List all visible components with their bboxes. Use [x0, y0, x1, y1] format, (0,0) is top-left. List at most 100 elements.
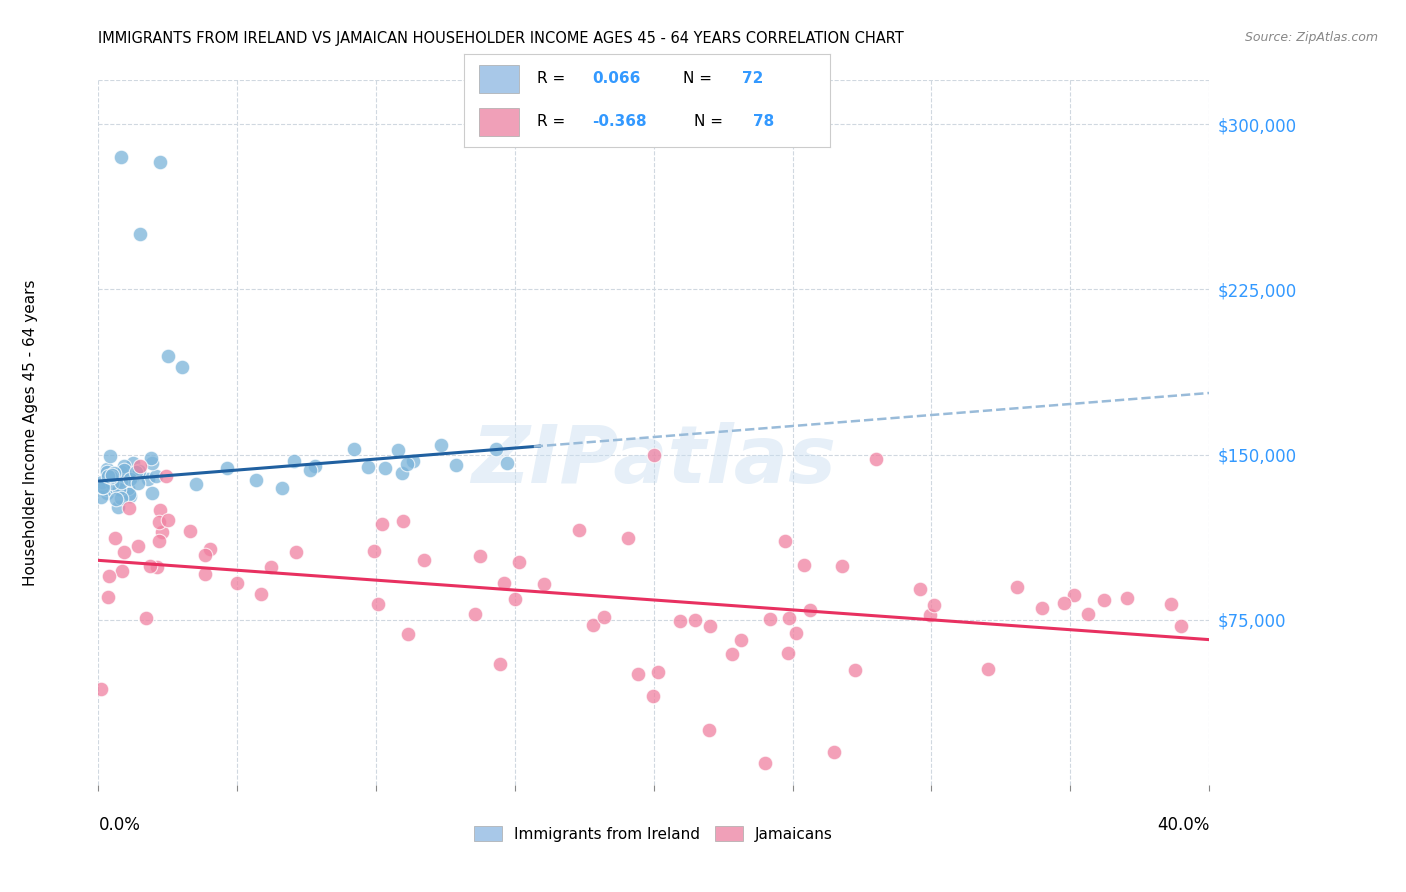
Point [107, 474, 129, 488]
Point [1063, 588, 1085, 602]
Point [496, 456, 519, 470]
Point [141, 456, 163, 470]
Point [778, 611, 800, 625]
Point [977, 662, 1000, 676]
Point [96, 474, 118, 488]
Point [391, 466, 413, 480]
Point [371, 516, 394, 531]
Point [643, 448, 665, 462]
Point [430, 438, 453, 452]
Legend: Immigrants from Ireland, Jamaicans: Immigrants from Ireland, Jamaicans [468, 820, 839, 847]
Point [1077, 607, 1099, 622]
Point [122, 467, 145, 482]
Point [494, 575, 516, 590]
Text: R =: R = [537, 71, 571, 87]
Point [396, 458, 419, 472]
Point [110, 474, 132, 488]
Text: ZIPatlas: ZIPatlas [471, 422, 837, 500]
Point [111, 474, 134, 488]
Point [118, 472, 141, 486]
Point [96, 483, 118, 497]
FancyBboxPatch shape [478, 108, 519, 136]
Point [304, 459, 326, 474]
Point [148, 534, 170, 549]
Point [127, 539, 149, 553]
Point [96, 465, 118, 479]
Point [641, 689, 664, 703]
Point [91, 475, 114, 489]
Text: Householder Income Ages 45 - 64 years: Householder Income Ages 45 - 64 years [24, 279, 38, 586]
Point [1053, 596, 1076, 610]
Point [112, 459, 135, 474]
FancyBboxPatch shape [478, 65, 519, 93]
Point [245, 473, 267, 487]
Point [105, 491, 128, 506]
Text: N =: N = [683, 71, 717, 87]
Point [96, 476, 118, 491]
Text: IMMIGRANTS FROM IRELAND VS JAMAICAN HOUSEHOLDER INCOME AGES 45 - 64 YEARS CORREL: IMMIGRANTS FROM IRELAND VS JAMAICAN HOUS… [98, 31, 904, 46]
Point [823, 745, 845, 759]
Point [179, 524, 201, 538]
Point [413, 553, 436, 567]
Point [357, 460, 380, 475]
Point [299, 463, 322, 477]
Point [259, 560, 281, 574]
Point [271, 481, 294, 495]
Point [107, 474, 129, 488]
Point [194, 567, 217, 582]
Point [568, 523, 591, 537]
Point [785, 625, 807, 640]
Point [101, 467, 124, 482]
Point [392, 514, 415, 528]
Point [215, 460, 238, 475]
Point [117, 481, 139, 495]
Point [97, 591, 120, 605]
Point [150, 525, 173, 540]
Point [1005, 580, 1028, 594]
Point [101, 475, 124, 490]
Text: N =: N = [695, 114, 728, 129]
Point [922, 598, 945, 612]
Point [105, 481, 128, 495]
Point [107, 500, 129, 515]
Point [582, 618, 605, 632]
Point [627, 667, 650, 681]
Point [103, 466, 125, 480]
Point [145, 469, 167, 483]
Point [402, 454, 425, 468]
Point [93, 480, 115, 494]
Point [198, 542, 221, 557]
Point [118, 489, 141, 503]
Text: -0.368: -0.368 [592, 114, 647, 129]
Point [105, 477, 128, 491]
Point [489, 657, 512, 672]
Point [343, 442, 366, 457]
Point [111, 481, 134, 495]
Point [1170, 619, 1192, 633]
Point [90, 490, 112, 504]
Point [139, 450, 162, 465]
Point [831, 558, 853, 573]
Point [112, 462, 135, 476]
Point [129, 227, 152, 242]
Point [135, 611, 157, 625]
Point [844, 663, 866, 677]
Point [793, 558, 815, 573]
Point [111, 564, 134, 578]
Point [127, 475, 149, 490]
Point [148, 154, 170, 169]
Point [683, 613, 706, 627]
Point [90, 682, 112, 697]
Point [184, 476, 207, 491]
Text: 0.0%: 0.0% [98, 816, 141, 834]
Point [100, 470, 122, 484]
Point [1160, 597, 1182, 611]
Point [91, 480, 114, 494]
Point [108, 483, 131, 497]
Point [118, 501, 141, 516]
Point [129, 458, 152, 473]
Point [136, 472, 159, 486]
Point [128, 464, 150, 478]
Point [396, 627, 419, 641]
Point [155, 469, 177, 483]
